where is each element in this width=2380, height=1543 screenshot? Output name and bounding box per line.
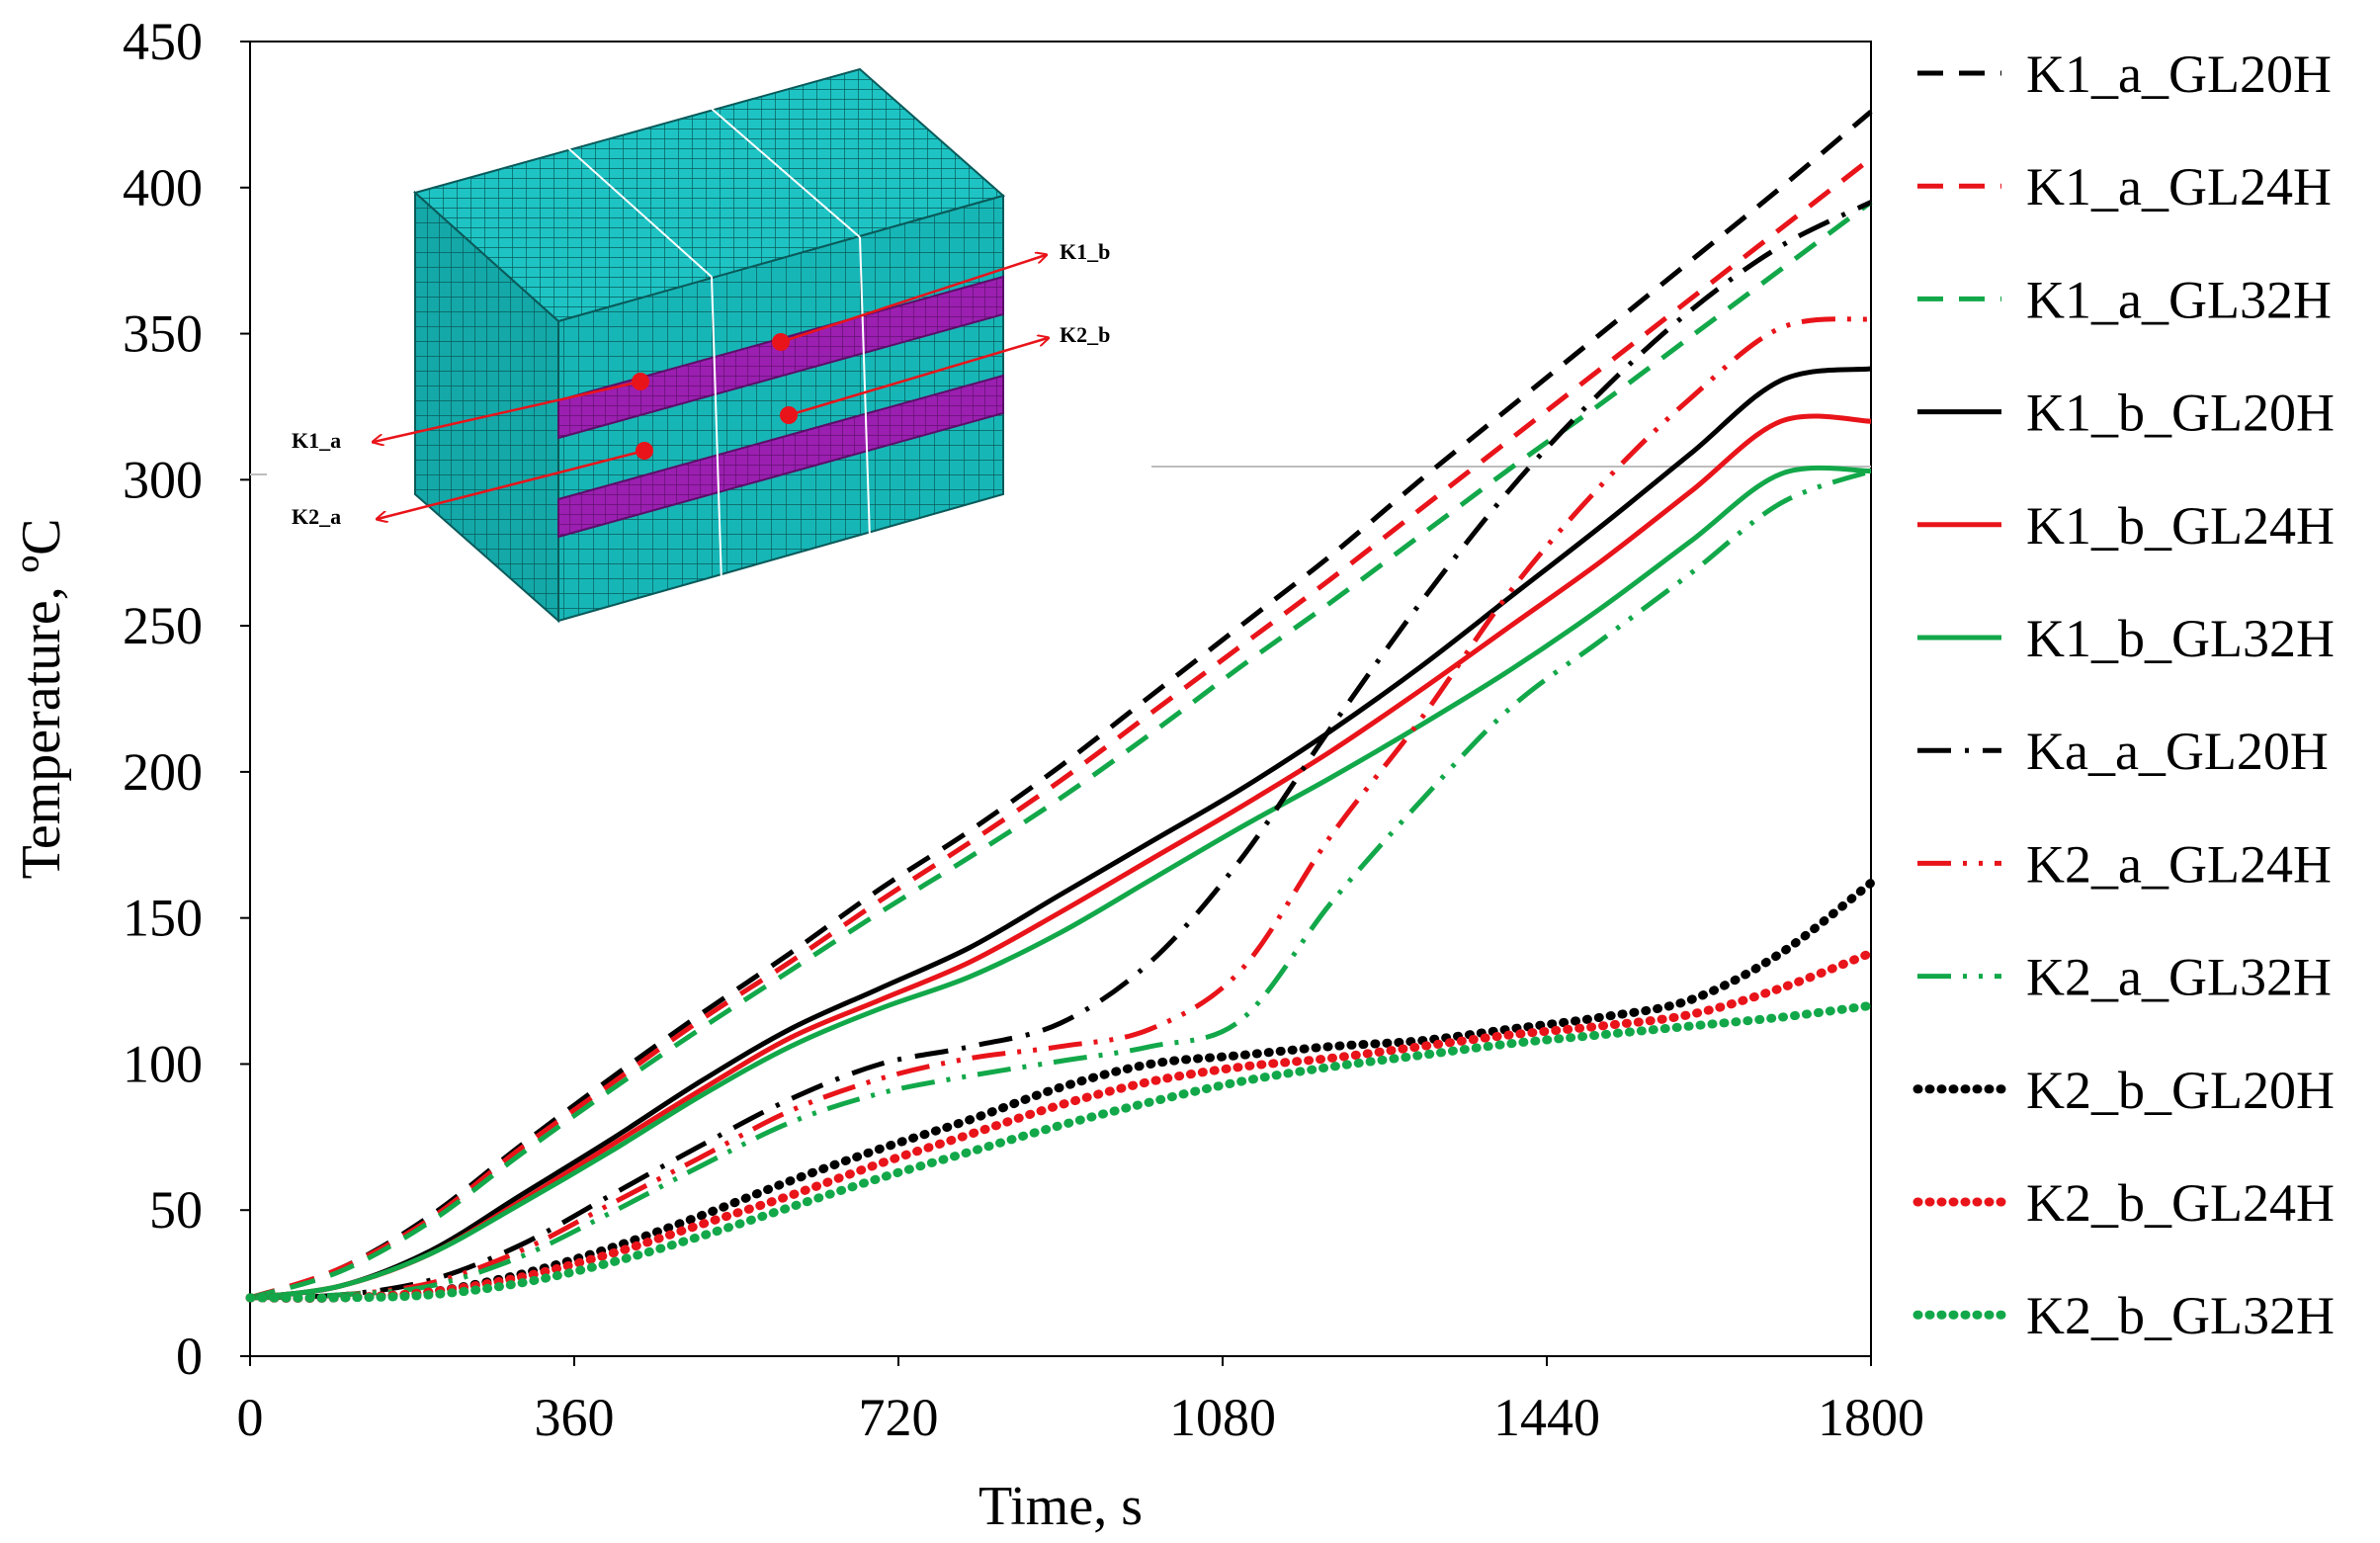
legend-label: K1_a_GL20H	[2026, 44, 2332, 104]
y-tick-label: 250	[123, 596, 203, 655]
x-tick-label: 0	[237, 1388, 264, 1447]
y-axis-ticks: 0 50 100 150 200 250 300 350 400 450	[123, 12, 250, 1386]
inset-mesh-model: K1_b K2_b K1_a K2_a	[292, 67, 1110, 624]
mesh-seam	[711, 108, 861, 238]
legend-label: K2_b_GL20H	[2026, 1061, 2335, 1120]
y-tick-label: 50	[149, 1180, 203, 1240]
x-tick-label: 360	[535, 1388, 615, 1447]
y-tick-label: 300	[123, 450, 203, 509]
y-tick-label: 0	[176, 1327, 203, 1386]
legend-label: K2_a_GL32H	[2026, 948, 2332, 1007]
x-tick-label: 1080	[1169, 1388, 1276, 1447]
legend-label: K2_a_GL24H	[2026, 834, 2332, 894]
y-tick-label: 400	[123, 158, 203, 217]
series-line-k2-b-gl24h	[245, 948, 1876, 1303]
y-tick-label: 450	[123, 12, 203, 71]
series-line-k1-b-gl24h	[249, 413, 1872, 1301]
series-line-k2-b-gl32h	[245, 1000, 1876, 1303]
series-line-k2-a-gl24h	[249, 316, 1872, 1301]
legend-label: K1_b_GL20H	[2026, 384, 2335, 443]
series-line-k2-a-gl32h	[249, 469, 1872, 1301]
series-line-ka-a-gl20h	[249, 200, 1873, 1301]
arrow-k1-b	[780, 255, 1046, 344]
y-axis-title: Temperature, ºC	[11, 519, 72, 880]
arrow-k2-b	[788, 338, 1048, 417]
mesh-seam	[711, 276, 722, 584]
legend: K1_a_GL20H K1_a_GL24H K1_a_GL32H K1_b_GL20H…	[1912, 44, 2335, 1345]
series-line-k1-b-gl20h	[249, 366, 1872, 1301]
series-line-k1-a-gl24h	[249, 156, 1873, 1301]
legend-label: K1_a_GL24H	[2026, 157, 2332, 216]
y-tick-label: 100	[123, 1034, 203, 1093]
x-tick-label: 1440	[1493, 1388, 1600, 1447]
legend-label: K2_b_GL32H	[2026, 1286, 2335, 1345]
mesh-seam	[859, 236, 871, 540]
y-tick-label: 150	[123, 889, 203, 948]
legend-label: K1_a_GL32H	[2026, 270, 2332, 329]
arrow-k1-a	[374, 380, 641, 442]
embedded-bar-lower	[557, 374, 1004, 539]
inset-label-k2-b: K2_b	[1060, 322, 1110, 347]
inset-label-k2-a: K2_a	[292, 504, 341, 529]
series-layer	[245, 110, 1876, 1303]
inset-label-k1-a: K1_a	[292, 428, 341, 453]
legend-label: K1_b_GL32H	[2026, 609, 2335, 668]
mesh-seam	[567, 147, 713, 278]
legend-label: K1_b_GL24H	[2026, 496, 2335, 556]
series-line-k1-b-gl32h	[249, 465, 1872, 1301]
x-axis-title: Time, s	[978, 1476, 1143, 1537]
y-tick-label: 200	[123, 742, 203, 802]
x-tick-label: 1800	[1818, 1388, 1924, 1447]
legend-label: K2_b_GL24H	[2026, 1173, 2335, 1233]
x-axis-ticks: 0 360 720 1080 1440 1800	[237, 1356, 1924, 1447]
x-tick-label: 720	[859, 1388, 939, 1447]
arrow-k2-a	[378, 449, 645, 519]
legend-label: Ka_a_GL20H	[2026, 722, 2329, 781]
y-tick-label: 350	[123, 304, 203, 364]
inset-label-k1-b: K1_b	[1060, 239, 1110, 264]
series-line-k1-a-gl32h	[249, 200, 1873, 1301]
